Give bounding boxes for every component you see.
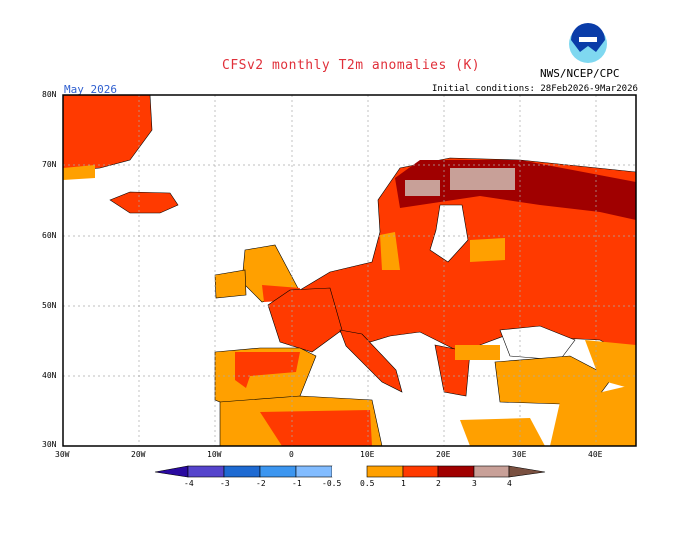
lat-label: 40N [42, 371, 57, 380]
colorbar-bin [295, 465, 333, 478]
colorbar-bin [259, 465, 297, 478]
colorbar [154, 465, 546, 478]
lon-label: 40E [588, 450, 603, 459]
lon-label: 10E [360, 450, 375, 459]
colorbar-bin [366, 465, 404, 478]
anomaly-italy [339, 329, 403, 393]
colorbar-label: 2 [436, 479, 441, 488]
colorbar-label: 4 [507, 479, 512, 488]
anomaly-max-1 [405, 180, 440, 196]
colorbar-label: 1 [401, 479, 406, 488]
anomaly-middle-east [550, 384, 636, 446]
anomaly-ireland [214, 269, 247, 299]
colorbar-bin [473, 465, 510, 478]
black-sea [499, 325, 576, 361]
lat-label: 50N [42, 301, 57, 310]
lon-label: 0 [289, 450, 294, 459]
colorbar-high-arrow [508, 465, 546, 478]
lon-label: 20E [436, 450, 451, 459]
colorbar-bin [187, 465, 225, 478]
graticule [63, 95, 636, 446]
colorbar-label: 0.5 [360, 479, 375, 488]
colorbar-label: -2 [256, 479, 266, 488]
anomaly-france [267, 287, 343, 353]
lat-label: 30N [42, 440, 57, 449]
colorbar-label: 3 [472, 479, 477, 488]
map-frame [62, 94, 637, 447]
colorbar-label: -3 [220, 479, 230, 488]
colorbar-bin [223, 465, 261, 478]
colorbar-label: -4 [184, 479, 194, 488]
lon-label: 20W [131, 450, 146, 459]
agency-label: NWS/NCEP/CPC [540, 67, 620, 80]
colorbar-bin [332, 466, 367, 477]
colorbar-bin [437, 465, 475, 478]
lat-label: 60N [42, 231, 57, 240]
colorbar-label: -0.5 [322, 479, 342, 488]
noaa-logo [569, 23, 607, 63]
lat-label: 80N [42, 90, 57, 99]
anomaly-turkey [494, 355, 613, 406]
baltic-sea [429, 204, 469, 263]
lon-label: 10W [207, 450, 222, 459]
lat-label: 70N [42, 160, 57, 169]
lon-label: 30E [512, 450, 527, 459]
colorbar-bin [402, 465, 439, 478]
forecast-month-label: May 2026 [64, 83, 117, 96]
initial-conditions-label: Initial conditions: 28Feb2026-9Mar2026 [432, 84, 638, 94]
chart-title: CFSv2 monthly T2m anomalies (K) [222, 58, 481, 73]
anomaly-max-2 [450, 168, 515, 190]
lon-label: 30W [55, 450, 70, 459]
anomaly-greenland [63, 95, 153, 173]
colorbar-label: -1 [292, 479, 302, 488]
colorbar-low-arrow [154, 465, 189, 478]
anomaly-iceland [109, 191, 179, 214]
